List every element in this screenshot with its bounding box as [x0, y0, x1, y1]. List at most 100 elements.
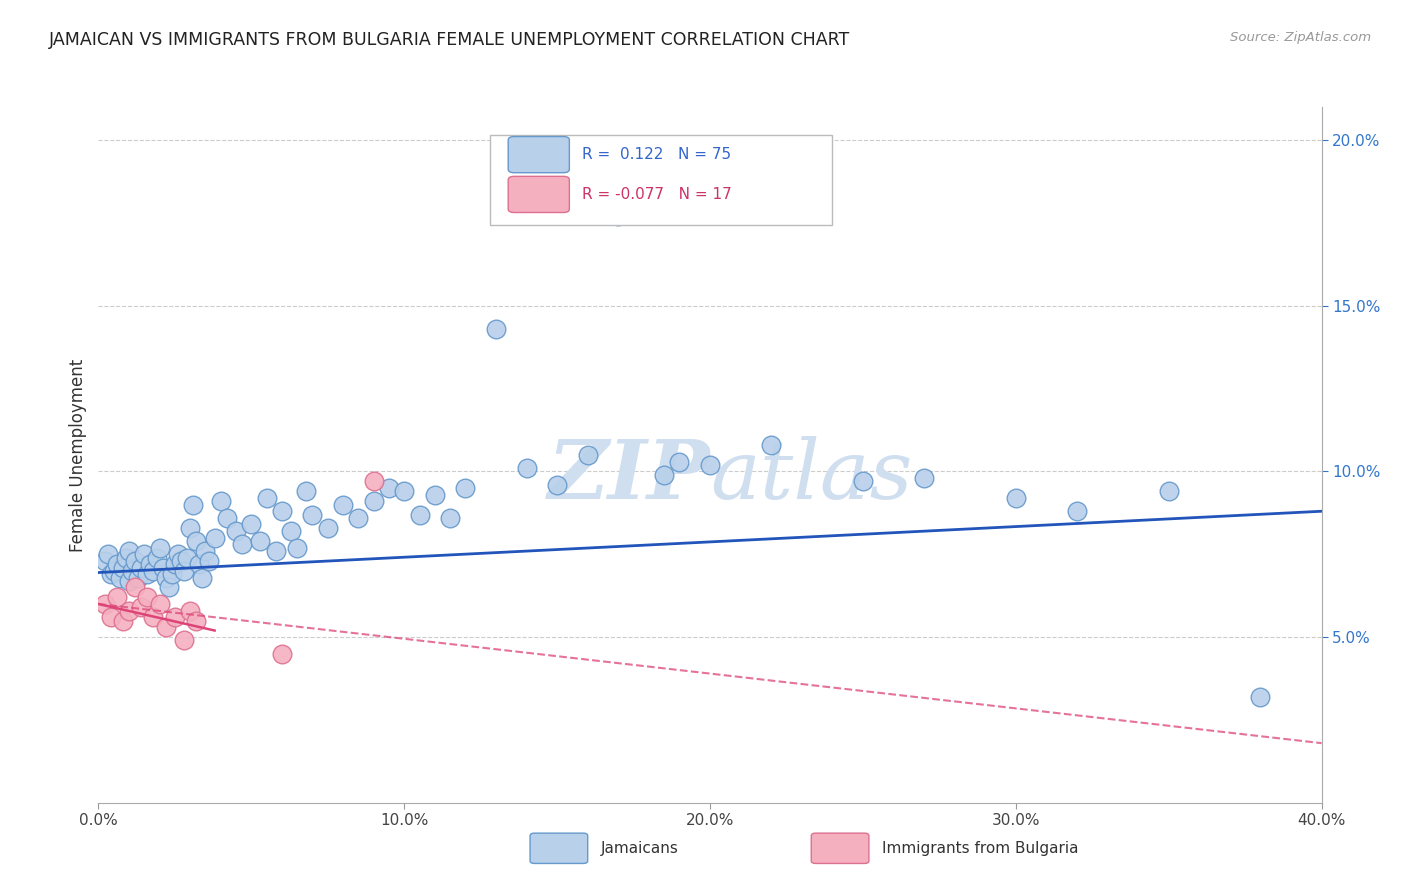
Point [167, 547, 190, 561]
Text: Immigrants from Bulgaria: Immigrants from Bulgaria [882, 841, 1078, 855]
Point [204, 531, 226, 545]
Point [699, 458, 721, 472]
Point [111, 560, 134, 574]
Point [270, 504, 292, 518]
Point [215, 511, 238, 525]
Point [176, 550, 198, 565]
Point [301, 508, 323, 522]
Point [179, 521, 201, 535]
Point [191, 570, 214, 584]
Point [363, 494, 385, 508]
Point [392, 484, 416, 499]
FancyBboxPatch shape [508, 136, 569, 173]
Point [256, 491, 278, 505]
Point [149, 541, 172, 555]
Point [240, 517, 263, 532]
Point [124, 554, 146, 568]
Point [93, 597, 115, 611]
Point [363, 475, 385, 489]
Point [105, 558, 128, 572]
Point [157, 581, 180, 595]
Point [93, 554, 115, 568]
Point [127, 570, 149, 584]
Text: R = -0.077   N = 17: R = -0.077 N = 17 [582, 187, 731, 202]
Point [136, 567, 159, 582]
Point [105, 591, 128, 605]
Point [139, 558, 162, 572]
Point [1004, 491, 1026, 505]
Point [111, 614, 134, 628]
Point [129, 600, 152, 615]
Point [100, 610, 122, 624]
Text: JAMAICAN VS IMMIGRANTS FROM BULGARIA FEMALE UNEMPLOYMENT CORRELATION CHART: JAMAICAN VS IMMIGRANTS FROM BULGARIA FEM… [49, 31, 851, 49]
Point [295, 484, 318, 499]
Point [852, 475, 875, 489]
Point [155, 570, 177, 584]
Point [280, 524, 302, 538]
Point [142, 610, 165, 624]
Point [197, 554, 219, 568]
Text: ZIP: ZIP [547, 436, 710, 516]
Text: Jamaicans: Jamaicans [600, 841, 678, 855]
Point [546, 477, 568, 491]
Point [160, 567, 183, 582]
Point [668, 454, 690, 468]
Point [652, 467, 675, 482]
Point [485, 322, 508, 336]
Point [181, 498, 204, 512]
Point [231, 537, 253, 551]
FancyBboxPatch shape [508, 177, 569, 212]
Point [129, 560, 152, 574]
Point [155, 620, 177, 634]
Point [607, 210, 630, 224]
Point [1066, 504, 1088, 518]
Point [136, 591, 159, 605]
Point [378, 481, 401, 495]
Point [142, 564, 165, 578]
Point [173, 564, 195, 578]
Point [454, 481, 477, 495]
Point [108, 570, 131, 584]
Point [163, 610, 186, 624]
Point [194, 544, 217, 558]
Point [912, 471, 935, 485]
Point [285, 541, 308, 555]
Point [97, 547, 120, 561]
Point [759, 438, 782, 452]
Point [170, 554, 193, 568]
Point [186, 614, 208, 628]
FancyBboxPatch shape [489, 135, 832, 226]
Point [1249, 690, 1271, 704]
Point [186, 534, 208, 549]
Point [118, 604, 141, 618]
Point [408, 508, 430, 522]
Point [179, 604, 201, 618]
Point [118, 544, 141, 558]
Point [149, 597, 172, 611]
Point [264, 544, 287, 558]
Point [225, 524, 247, 538]
Point [209, 494, 232, 508]
Point [100, 567, 122, 582]
Point [332, 498, 354, 512]
Point [173, 633, 195, 648]
Y-axis label: Female Unemployment: Female Unemployment [69, 359, 87, 551]
Point [347, 511, 370, 525]
Point [121, 564, 143, 578]
Point [152, 560, 174, 574]
Point [118, 574, 141, 588]
Point [270, 647, 292, 661]
Point [188, 558, 211, 572]
Text: R =  0.122   N = 75: R = 0.122 N = 75 [582, 147, 731, 162]
Point [103, 564, 125, 578]
Point [124, 581, 146, 595]
Text: Source: ZipAtlas.com: Source: ZipAtlas.com [1230, 31, 1371, 45]
Point [576, 448, 599, 462]
Point [249, 534, 271, 549]
Text: atlas: atlas [710, 436, 912, 516]
Point [316, 521, 339, 535]
Point [1157, 484, 1180, 499]
Point [163, 558, 186, 572]
Point [516, 461, 538, 475]
Point [134, 547, 156, 561]
